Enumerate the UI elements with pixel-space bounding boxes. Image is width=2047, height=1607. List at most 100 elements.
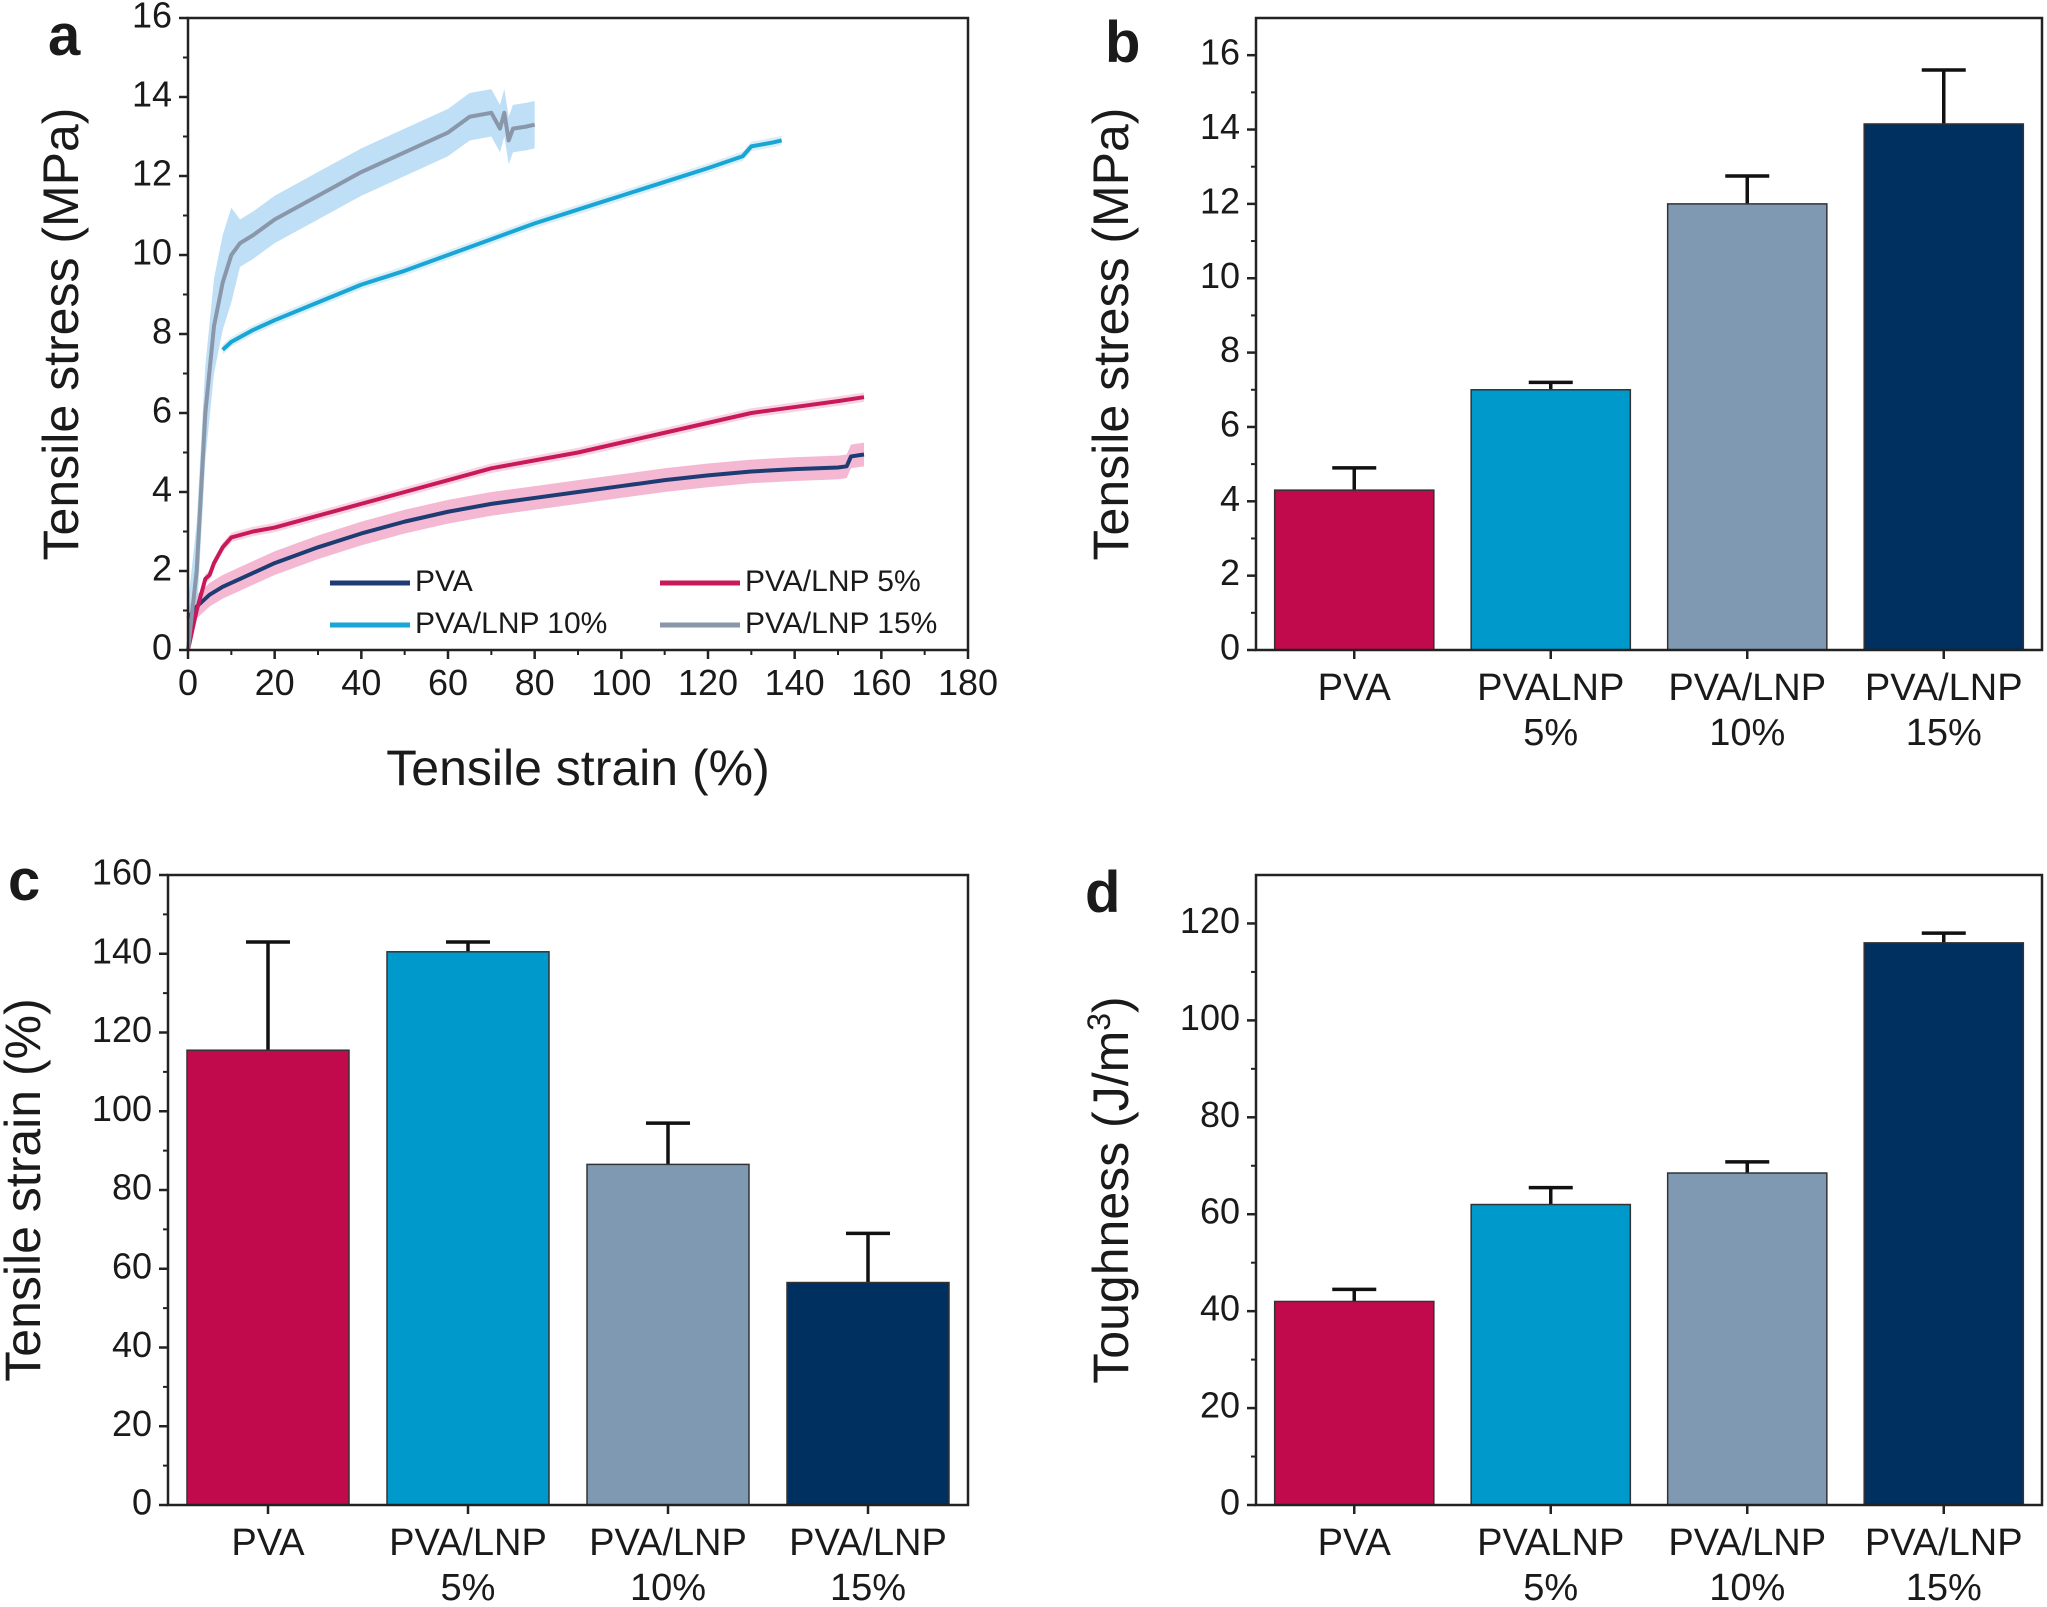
category-label: 5% xyxy=(1523,1567,1578,1607)
y-axis-label: Tensile stress (MPa) xyxy=(33,108,89,561)
y-tick-label: 12 xyxy=(1200,180,1240,221)
y-tick-label: 160 xyxy=(92,852,152,893)
y-tick-label: 100 xyxy=(1180,997,1240,1038)
y-tick-label: 14 xyxy=(132,74,172,115)
y-tick-label: 0 xyxy=(152,627,172,668)
y-tick-label: 80 xyxy=(112,1167,152,1208)
x-axis-label: Tensile strain (%) xyxy=(386,740,769,796)
y-tick-label: 8 xyxy=(1220,329,1240,370)
y-tick-label: 40 xyxy=(112,1324,152,1365)
y-tick-label: 120 xyxy=(1180,900,1240,941)
y-tick-label: 0 xyxy=(1220,627,1240,668)
category-label: PVA/LNP xyxy=(1668,667,1826,709)
y-tick-label: 40 xyxy=(1200,1288,1240,1329)
y-tick-label: 6 xyxy=(1220,403,1240,444)
panel-d: PVA PVALNP5%PVA/LNP10%PVA/LNP15%020406080… xyxy=(1081,873,2044,1607)
category-label: PVA/LNP xyxy=(789,1522,947,1564)
x-tick-label: 0 xyxy=(178,662,198,703)
plot-b-frame xyxy=(1254,16,2044,652)
category-label: PVALNP xyxy=(1477,1522,1624,1564)
panel-label-a: a xyxy=(48,3,81,68)
legend-label: PVA xyxy=(415,565,473,598)
y-tick-label: 16 xyxy=(132,0,172,36)
y-tick-label: 80 xyxy=(1200,1094,1240,1135)
y-axis-label-main: Toughness (J/m xyxy=(1083,1031,1139,1384)
y-tick-label: 14 xyxy=(1200,106,1240,147)
category-label: PVA/LNP xyxy=(589,1522,747,1564)
y-tick-label: 2 xyxy=(1220,552,1240,593)
y-tick-label: 10 xyxy=(1200,255,1240,296)
error-band-1 xyxy=(188,442,864,631)
category-label: 15% xyxy=(830,1567,906,1607)
panel-label-c: c xyxy=(8,848,40,913)
bar xyxy=(1273,489,1435,651)
bar xyxy=(1863,123,2025,651)
y-tick-label: 120 xyxy=(92,1009,152,1050)
category-label: 10% xyxy=(630,1567,706,1607)
series-line-2 xyxy=(186,395,865,651)
y-tick-label: 4 xyxy=(1220,478,1240,519)
legend-label: PVA/LNP 10% xyxy=(415,607,607,640)
series-line-1 xyxy=(186,452,865,620)
bar xyxy=(186,1049,350,1506)
y-tick-label: 12 xyxy=(132,153,172,194)
bar xyxy=(786,1281,950,1506)
bar xyxy=(1470,389,1632,651)
panel-label-b: b xyxy=(1105,10,1140,75)
y-tick-label: 4 xyxy=(152,469,172,510)
y-tick-label: 140 xyxy=(92,930,152,971)
x-tick-label: 100 xyxy=(591,662,651,703)
y-tick-label: 60 xyxy=(1200,1191,1240,1232)
category-label: PVA/LNP xyxy=(389,1522,547,1564)
legend-label: PVA/LNP 5% xyxy=(745,565,921,598)
bar xyxy=(1273,1300,1435,1506)
category-label: PVA xyxy=(231,1522,305,1564)
bar xyxy=(1863,942,2025,1506)
y-tick-label: 2 xyxy=(152,548,172,589)
category-label: PVA xyxy=(1318,1522,1392,1564)
panel-c: PVA PVA/LNP5%PVA/LNP10%PVA/LNP15%02040608… xyxy=(0,852,970,1607)
y-tick-label: 100 xyxy=(92,1088,152,1129)
y-axis-label-sup: 3 xyxy=(1081,1013,1117,1031)
y-tick-label: 8 xyxy=(152,311,172,352)
y-axis-label: Tensile strain (%) xyxy=(0,998,51,1381)
y-tick-label: 0 xyxy=(1220,1482,1240,1523)
y-tick-label: 10 xyxy=(132,232,172,273)
y-axis-label: Tensile stress (MPa) xyxy=(1083,108,1139,561)
legend-label: PVA/LNP 15% xyxy=(745,607,937,640)
bar xyxy=(1666,1172,1828,1506)
x-tick-label: 40 xyxy=(341,662,381,703)
x-tick-label: 60 xyxy=(428,662,468,703)
error-band-4 xyxy=(188,89,535,651)
x-tick-label: 20 xyxy=(255,662,295,703)
category-label: 15% xyxy=(1906,712,1982,754)
panel-b: PVA PVALNP5%PVA/LNP10%PVA/LNP15%024681012… xyxy=(1083,16,2044,754)
x-tick-label: 160 xyxy=(851,662,911,703)
bar xyxy=(586,1163,750,1506)
series-line-4 xyxy=(186,110,536,651)
category-label: PVA/LNP xyxy=(1865,1522,2023,1564)
y-tick-label: 20 xyxy=(112,1403,152,1444)
bar xyxy=(386,951,550,1506)
x-tick-label: 120 xyxy=(678,662,738,703)
y-tick-label: 6 xyxy=(152,390,172,431)
y-axis-label-end: ) xyxy=(1083,996,1139,1013)
category-label: 5% xyxy=(1523,712,1578,754)
category-label: 5% xyxy=(441,1567,496,1607)
category-label: 15% xyxy=(1906,1567,1982,1607)
category-label: PVA/LNP xyxy=(1668,1522,1826,1564)
bar xyxy=(1666,203,1828,651)
category-label: PVA/LNP xyxy=(1865,667,2023,709)
series-line-3 xyxy=(221,138,783,352)
x-tick-label: 80 xyxy=(515,662,555,703)
y-tick-label: 0 xyxy=(132,1482,152,1523)
bar xyxy=(1470,1203,1632,1506)
y-tick-label: 20 xyxy=(1200,1385,1240,1426)
panel-label-d: d xyxy=(1085,860,1120,925)
y-tick-label: 60 xyxy=(112,1245,152,1286)
category-label: 10% xyxy=(1709,712,1785,754)
category-label: 10% xyxy=(1709,1567,1785,1607)
error-band-3 xyxy=(222,135,782,355)
